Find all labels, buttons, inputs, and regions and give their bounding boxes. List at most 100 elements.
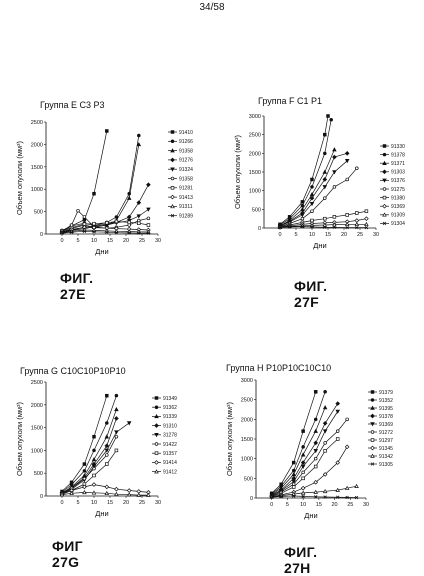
x-tick-label: 20 xyxy=(341,232,347,238)
data-point xyxy=(313,449,318,454)
figure-caption: ФИГ. 27E xyxy=(60,270,94,302)
x-tick-label: 5 xyxy=(76,238,79,244)
data-point xyxy=(335,409,340,414)
legend-marker xyxy=(370,405,375,410)
data-point xyxy=(313,479,319,485)
data-point xyxy=(104,448,110,453)
series-91345 xyxy=(269,444,350,500)
data-point xyxy=(300,200,305,204)
data-point xyxy=(364,216,369,221)
y-tick-label: 2500 xyxy=(241,398,253,404)
data-point xyxy=(332,225,337,229)
legend-marker xyxy=(370,462,375,466)
data-point xyxy=(105,230,109,234)
data-point xyxy=(323,495,327,499)
data-point xyxy=(146,223,151,227)
series-91275 xyxy=(278,166,359,229)
data-point xyxy=(104,484,110,490)
data-point xyxy=(322,177,328,182)
data-point xyxy=(82,484,87,490)
legend-label: 91304 xyxy=(391,221,405,227)
legend-marker xyxy=(154,405,159,409)
data-point xyxy=(69,490,74,496)
data-point xyxy=(146,207,151,212)
data-point xyxy=(345,417,349,422)
legend-entry: 91358 xyxy=(168,176,193,182)
legend-marker xyxy=(154,413,159,419)
chart-svg-e: Группа E C3 P3 0 500 1000 1500 2000 2500 0 5 10 15… xyxy=(15,100,193,256)
data-point xyxy=(92,221,96,226)
legend-marker xyxy=(370,430,375,434)
legend-label: 91413 xyxy=(179,195,193,201)
data-point xyxy=(114,486,119,492)
series-line xyxy=(271,446,348,498)
legend-label: 91330 xyxy=(391,144,405,150)
y-tick-label: 500 xyxy=(244,476,253,482)
data-point xyxy=(323,196,327,200)
data-point xyxy=(323,441,327,445)
data-point xyxy=(364,225,369,230)
x-tick-label: 30 xyxy=(155,500,161,506)
data-point xyxy=(82,476,87,481)
series-91304 xyxy=(278,224,369,230)
legend-label: 91369 xyxy=(379,422,393,428)
legend-label: 91303 xyxy=(391,170,405,176)
y-tick-label: 2000 xyxy=(249,151,261,157)
data-point xyxy=(310,177,314,182)
data-point xyxy=(313,440,319,446)
legend-marker xyxy=(382,195,387,200)
series-line xyxy=(61,135,140,231)
data-point xyxy=(146,182,151,188)
legend-label: 91352 xyxy=(379,398,393,404)
legend-entry: 91378 xyxy=(380,152,405,158)
legend-marker xyxy=(382,203,387,209)
x-tick-label: 15 xyxy=(325,232,331,238)
data-point xyxy=(332,215,337,219)
legend-marker xyxy=(370,453,375,458)
legend-entry: 91309 xyxy=(380,212,405,219)
series-line xyxy=(61,144,140,233)
legend-entry: 91330 xyxy=(380,144,405,150)
data-point xyxy=(332,147,337,152)
data-point xyxy=(344,151,350,156)
series-91362 xyxy=(60,393,119,495)
data-point xyxy=(59,492,65,497)
y-tick-label: 1000 xyxy=(31,187,43,193)
chart-title: Группа F C1 P1 xyxy=(258,96,322,106)
data-point xyxy=(344,444,350,450)
x-tick-label: 5 xyxy=(286,502,289,508)
legend-entry: 91371 xyxy=(380,160,405,167)
data-point xyxy=(332,185,337,189)
legend-marker xyxy=(170,139,175,144)
y-axis-label: Объем опухоли (мм³) xyxy=(225,401,234,476)
legend-label: 91297 xyxy=(379,438,393,444)
legend-entry: 91311 xyxy=(168,203,193,210)
x-tick-label: 0 xyxy=(60,500,63,506)
data-point xyxy=(345,495,349,500)
series-line xyxy=(279,168,358,227)
legend-label: 91371 xyxy=(391,161,405,167)
x-tick-label: 5 xyxy=(76,500,79,506)
legend-marker xyxy=(154,423,159,428)
legend-entry: 91379 xyxy=(368,390,393,396)
data-point xyxy=(104,490,110,496)
data-point xyxy=(335,401,341,406)
legend-entry: 91276 xyxy=(168,157,193,164)
data-point xyxy=(364,221,369,227)
data-point xyxy=(291,460,296,465)
data-point xyxy=(105,453,109,457)
data-point xyxy=(91,457,97,462)
series-line xyxy=(279,149,335,227)
legend-label: 91357 xyxy=(163,451,177,457)
legend-label: 91410 xyxy=(179,130,193,136)
y-tick-label: 3000 xyxy=(241,378,253,384)
legend-label: 91378 xyxy=(379,414,393,420)
data-point xyxy=(345,213,349,217)
data-point xyxy=(300,213,305,218)
data-point xyxy=(104,434,110,439)
legend-label: 91422 xyxy=(163,442,177,448)
legend-label: 91324 xyxy=(179,167,193,173)
data-point xyxy=(300,464,306,469)
legend-entry: 91395 xyxy=(368,405,393,412)
legend-marker xyxy=(170,214,175,218)
